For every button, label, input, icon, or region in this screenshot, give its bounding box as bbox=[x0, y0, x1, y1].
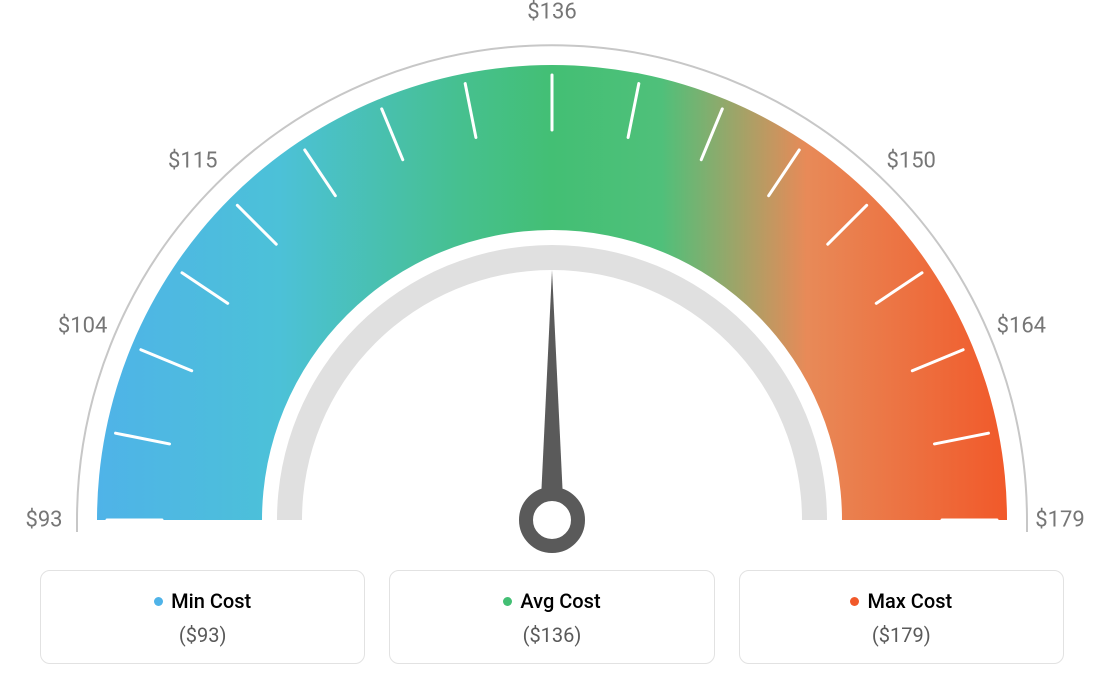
legend-label-min: Min Cost bbox=[171, 589, 251, 613]
legend-label-max: Max Cost bbox=[867, 589, 952, 613]
legend-title-avg: Avg Cost bbox=[503, 589, 600, 613]
legend-title-min: Min Cost bbox=[154, 589, 251, 613]
legend-value-max: ($179) bbox=[750, 623, 1053, 647]
gauge-tick-label: $136 bbox=[527, 0, 576, 25]
legend-title-max: Max Cost bbox=[850, 589, 952, 613]
legend-card-max: Max Cost ($179) bbox=[739, 570, 1064, 664]
gauge-svg bbox=[0, 0, 1104, 560]
legend-value-avg: ($136) bbox=[400, 623, 703, 647]
legend-dot-avg bbox=[503, 597, 512, 606]
gauge-tick-label: $104 bbox=[58, 313, 107, 338]
legend-card-min: Min Cost ($93) bbox=[40, 570, 365, 664]
legend-card-avg: Avg Cost ($136) bbox=[389, 570, 714, 664]
gauge-tick-label: $115 bbox=[168, 148, 217, 173]
gauge-chart: $93 $104 $115 $136 $150 $164 $179 bbox=[0, 0, 1104, 560]
legend-row: Min Cost ($93) Avg Cost ($136) Max Cost … bbox=[0, 570, 1104, 664]
gauge-tick-label: $150 bbox=[886, 148, 935, 173]
legend-dot-min bbox=[154, 597, 163, 606]
legend-dot-max bbox=[850, 597, 859, 606]
gauge-tick-label: $179 bbox=[1035, 508, 1084, 533]
legend-value-min: ($93) bbox=[51, 623, 354, 647]
gauge-tick-label: $164 bbox=[997, 313, 1046, 338]
gauge-tick-label: $93 bbox=[25, 508, 62, 533]
legend-label-avg: Avg Cost bbox=[520, 589, 600, 613]
